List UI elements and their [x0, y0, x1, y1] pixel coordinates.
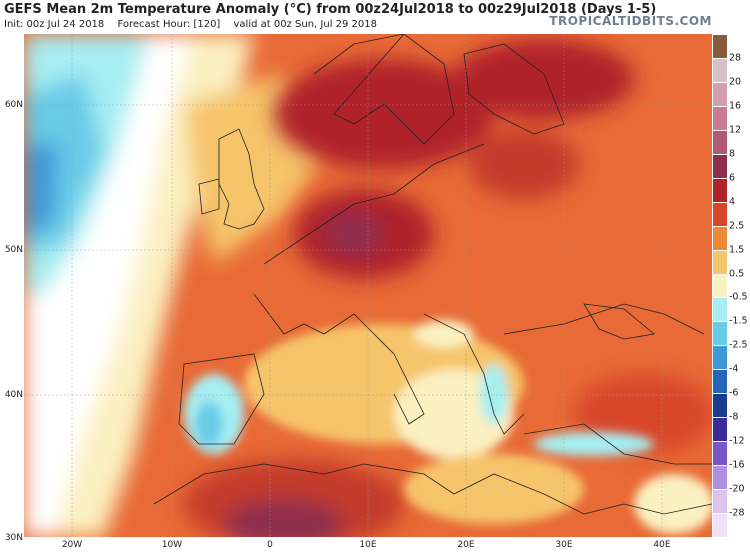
legend-tick-label: 20 [729, 76, 742, 88]
legend-tick-label: -12 [729, 435, 745, 447]
legend-swatch [713, 369, 727, 394]
legend-swatch [713, 273, 727, 298]
map-subtitle: Init: 00z Jul 24 2018 Forecast Hour: [12… [4, 19, 387, 30]
lon-label: 10W [161, 540, 183, 550]
lat-label: 50N [4, 245, 23, 255]
legend-swatch [713, 249, 727, 274]
legend-tick-label: -28 [729, 507, 745, 519]
coastlines [153, 34, 712, 515]
init-time: Init: 00z Jul 24 2018 [4, 19, 105, 30]
legend-swatch [713, 34, 727, 58]
legend-tick-label: -2.5 [729, 339, 748, 351]
legend-swatch [713, 441, 727, 466]
legend-swatch [713, 417, 727, 442]
legend-swatch [713, 105, 727, 130]
valid-time: valid at 00z Sun, Jul 29 2018 [233, 19, 378, 30]
legend-swatch [713, 321, 727, 346]
legend-swatch [713, 489, 727, 514]
legend-tick-label: 2.5 [729, 220, 745, 232]
legend-tick-label: 0.5 [729, 268, 745, 280]
legend-tick-label: -20 [729, 483, 745, 495]
lon-label: 30E [555, 540, 573, 550]
brand-logo: TROPICALTIDBITS.COM [549, 14, 712, 28]
legend-swatch [713, 81, 727, 106]
legend-tick-label: -0.5 [729, 291, 748, 303]
legend-tick-label: -6 [729, 387, 739, 399]
legend-tick-label: 16 [729, 100, 742, 112]
legend-tick-label: -16 [729, 459, 745, 471]
lat-label: 40N [4, 390, 23, 400]
warm-anomaly-cores [184, 39, 712, 537]
legend-tick-label: -4 [729, 363, 739, 375]
mediterranean-anomaly [184, 320, 712, 534]
legend-tick-label: 4 [729, 196, 736, 208]
legend-tick-label: -1.5 [729, 315, 748, 327]
lon-label: 20W [61, 540, 83, 550]
legend-swatch [713, 465, 727, 490]
color-legend: 28 20 16 12 8 6 4 2.5 1.5 0.5 -0.5 -1.5 -2.5 -4 -6 -8 -1… [713, 34, 750, 537]
legend-swatch [713, 153, 727, 178]
legend-tick-label: 6 [729, 172, 736, 184]
map-header: GEFS Mean 2m Temperature Anomaly (°C) fr… [0, 0, 750, 34]
graticule [24, 34, 712, 537]
legend-tick-label: 1.5 [729, 244, 745, 256]
legend-swatch [713, 129, 727, 154]
legend-swatch [713, 513, 727, 537]
legend-tick-label: -8 [729, 411, 739, 423]
legend-tick-label: 12 [729, 124, 742, 136]
legend-swatch [713, 393, 727, 418]
lon-label: 20E [457, 540, 475, 550]
legend-swatch [713, 297, 727, 322]
legend-swatch [713, 201, 727, 226]
lat-label: 60N [4, 100, 23, 110]
map-title: GEFS Mean 2m Temperature Anomaly (°C) fr… [4, 2, 657, 17]
forecast-hour: Forecast Hour: [120] [117, 19, 221, 30]
legend-swatch [713, 225, 727, 250]
lon-label: 0 [267, 540, 273, 550]
map-canvas [24, 34, 712, 537]
lon-label: 40E [653, 540, 671, 550]
legend-swatch [713, 345, 727, 370]
legend-swatch [713, 177, 727, 202]
legend-swatch [713, 57, 727, 82]
lat-label: 30N [4, 533, 23, 543]
legend-tick-label: 28 [729, 52, 742, 64]
lon-label: 10E [359, 540, 377, 550]
legend-tick-label: 8 [729, 148, 736, 160]
anomaly-map [24, 34, 712, 537]
